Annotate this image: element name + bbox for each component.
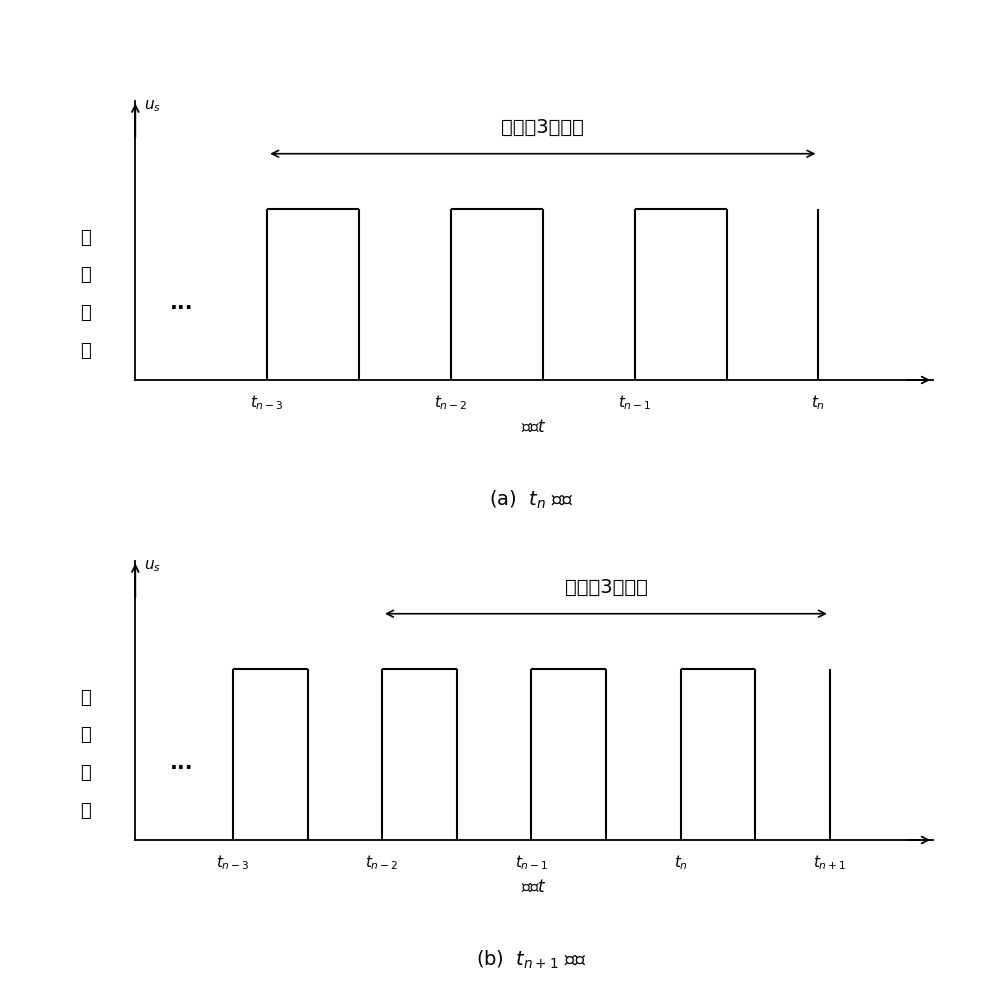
Text: $t_{n-3}$: $t_{n-3}$ xyxy=(216,854,250,872)
Text: 号: 号 xyxy=(81,802,92,820)
Text: $t_{n-3}$: $t_{n-3}$ xyxy=(251,394,284,412)
Text: $t_n$: $t_n$ xyxy=(674,854,688,872)
Text: $t_{n-2}$: $t_{n-2}$ xyxy=(365,854,399,872)
Text: 信: 信 xyxy=(81,764,92,782)
Text: 时间$t$: 时间$t$ xyxy=(522,878,547,896)
Text: $t_{n-2}$: $t_{n-2}$ xyxy=(434,394,467,412)
Text: 时间$t$: 时间$t$ xyxy=(522,418,547,436)
Text: $u_s$: $u_s$ xyxy=(145,98,161,114)
Text: 信: 信 xyxy=(81,304,92,322)
Text: 测: 测 xyxy=(81,266,92,284)
Text: (b)  $t_{n+1}$ 时刻: (b) $t_{n+1}$ 时刻 xyxy=(476,949,586,971)
Text: 号: 号 xyxy=(81,342,92,360)
Text: ...: ... xyxy=(169,293,193,313)
Text: 最新的3个方波: 最新的3个方波 xyxy=(565,578,647,597)
Text: $t_n$: $t_n$ xyxy=(812,394,826,412)
Text: $t_{n-1}$: $t_{n-1}$ xyxy=(618,394,651,412)
Text: 被: 被 xyxy=(81,689,92,707)
Text: 测: 测 xyxy=(81,726,92,744)
Text: 最新的3个方波: 最新的3个方波 xyxy=(502,118,584,137)
Text: (a)  $t_n$ 时刻: (a) $t_n$ 时刻 xyxy=(489,489,574,511)
Text: ...: ... xyxy=(169,753,193,773)
Text: $t_{n+1}$: $t_{n+1}$ xyxy=(813,854,846,872)
Text: $u_s$: $u_s$ xyxy=(145,558,161,574)
Text: $t_{n-1}$: $t_{n-1}$ xyxy=(515,854,548,872)
Text: 被: 被 xyxy=(81,229,92,247)
